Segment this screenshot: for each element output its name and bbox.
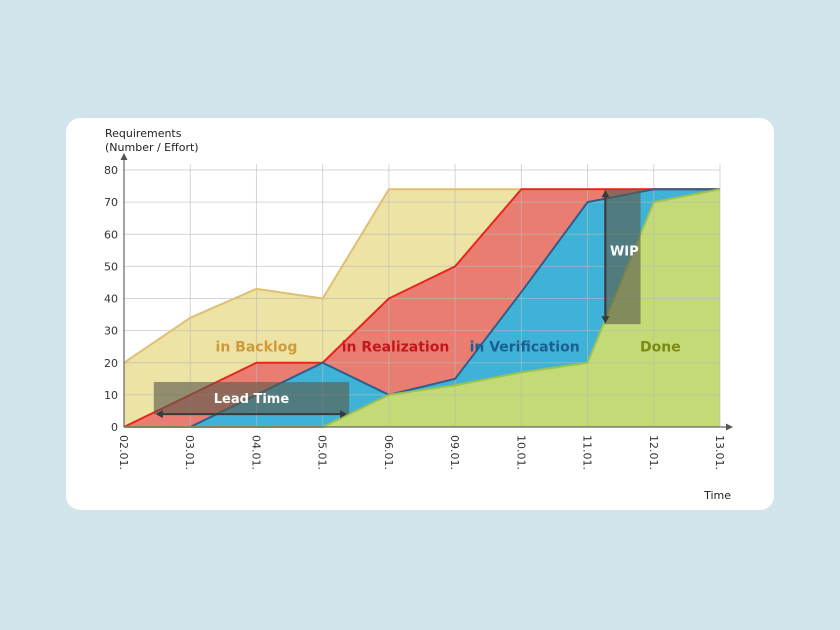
y-axis-title: Requirements xyxy=(105,127,182,140)
series-label-in-realization: in Realization xyxy=(342,340,450,356)
y-tick-label: 10 xyxy=(104,389,118,402)
arrow-up-icon xyxy=(601,190,610,198)
y-tick-label: 80 xyxy=(104,164,118,177)
area-layer xyxy=(124,189,720,427)
x-tick-label: 06.01. xyxy=(382,435,395,470)
annotation-layer: Lead Time WIP xyxy=(153,189,641,419)
y-axis-title: (Number / Effort) xyxy=(105,141,199,154)
x-tick-label: 04.01. xyxy=(249,435,262,470)
line-in-realization xyxy=(123,188,720,428)
y-tick-label: 60 xyxy=(104,228,118,241)
x-tick-label: 13.01. xyxy=(713,435,726,470)
y-axis-arrow-icon xyxy=(120,153,128,160)
lead-time-label: Lead Time xyxy=(214,392,290,407)
x-tick-label: 10.01. xyxy=(514,435,527,470)
x-axis-title: Time xyxy=(703,489,731,502)
arrow-left-icon xyxy=(155,410,163,419)
wip-label: WIP xyxy=(610,244,639,259)
series-label-in-backlog: in Backlog xyxy=(216,340,298,356)
arrow-right-icon xyxy=(340,410,348,419)
y-tick-label: 40 xyxy=(104,293,118,306)
x-axis-arrow-icon xyxy=(726,423,733,431)
x-tick-label: 02.01. xyxy=(117,435,130,470)
y-tick-label: 20 xyxy=(104,357,118,370)
lead-time-box xyxy=(153,382,350,415)
y-tick-label: 70 xyxy=(104,196,118,209)
y-tick-label: 0 xyxy=(111,421,118,434)
series-label-in-verification: in Verification xyxy=(470,340,580,356)
arrow-down-icon xyxy=(601,316,610,324)
chart-card: 0 10 20 30 40 50 60 70 80 02.01. 03.01. 04.01. 05.01… xyxy=(66,118,774,510)
x-tick-label: 12.01. xyxy=(647,435,660,470)
x-tick-label: 03.01. xyxy=(183,435,196,470)
area-done xyxy=(124,189,720,427)
x-tick-label: 05.01. xyxy=(316,435,329,470)
y-tick-label: 30 xyxy=(104,325,118,338)
x-tick-label: 11.01. xyxy=(581,435,594,470)
series-label-layer: in Backlog in Realization in Verification D… xyxy=(216,340,681,356)
series-label-done: Done xyxy=(640,340,681,356)
y-tick-label: 50 xyxy=(104,260,118,273)
x-tick-label: 09.01. xyxy=(448,435,461,470)
cumulative-flow-diagram: 0 10 20 30 40 50 60 70 80 02.01. 03.01. 04.01. 05.01… xyxy=(104,127,733,502)
wip-box xyxy=(604,189,641,325)
axes-layer: 0 10 20 30 40 50 60 70 80 02.01. 03.01. 04.01. 05.01… xyxy=(104,127,733,502)
